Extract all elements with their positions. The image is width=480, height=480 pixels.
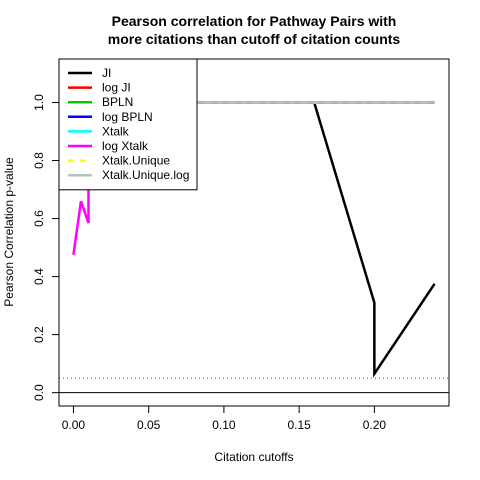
y-axis-label: Pearson Correlation p-value — [2, 157, 16, 307]
y-axis: 0.0 0.2 0.4 0.6 0.8 1.0 — [32, 94, 60, 401]
y-tick-label-1: 0.2 — [32, 326, 46, 343]
legend-label-1: log JI — [102, 81, 131, 95]
plot-area — [59, 101, 449, 394]
y-tick-label-5: 1.0 — [32, 94, 46, 111]
x-tick-label-2: 0.10 — [212, 418, 236, 432]
legend-box — [58, 58, 198, 191]
x-tick-label-0: 0.00 — [62, 418, 86, 432]
chart-title-line-2: more citations than cutoff of citation c… — [108, 31, 401, 47]
y-tick-label-3: 0.6 — [32, 210, 46, 227]
x-tick-label-4: 0.20 — [363, 418, 387, 432]
x-tick-label-1: 0.05 — [137, 418, 161, 432]
legend-label-4: Xtalk — [102, 124, 130, 138]
legend-label-0: JI — [102, 66, 111, 80]
y-tick-label-4: 0.8 — [32, 152, 46, 169]
legend-label-2: BPLN — [102, 95, 133, 109]
legend-label-3: log BPLN — [102, 110, 153, 124]
x-axis-label: Citation cutoffs — [214, 450, 293, 464]
legend-label-5: log Xtalk — [102, 139, 149, 153]
y-tick-label-2: 0.4 — [32, 268, 46, 285]
x-axis: 0.00 0.05 0.10 0.15 0.20 — [62, 405, 387, 432]
legend-label-6: Xtalk.Unique — [102, 154, 170, 168]
legend-label-7: Xtalk.Unique.log — [102, 168, 189, 182]
y-tick-label-0: 0.0 — [32, 384, 46, 401]
x-tick-label-3: 0.15 — [287, 418, 311, 432]
chart-title-line-1: Pearson correlation for Pathway Pairs wi… — [112, 13, 397, 29]
